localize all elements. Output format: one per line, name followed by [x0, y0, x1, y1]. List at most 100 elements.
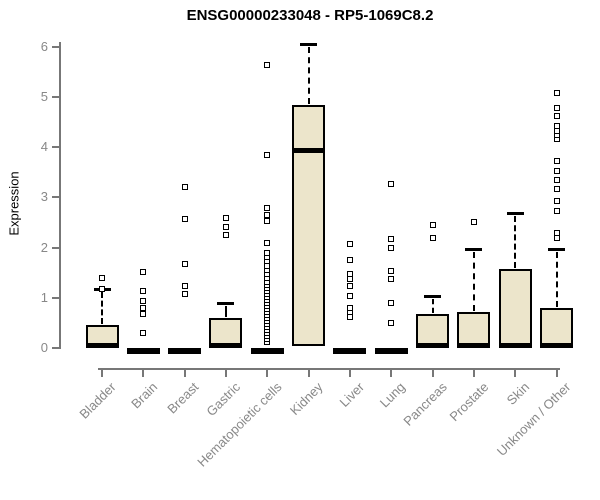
y-axis-tick: [52, 347, 60, 349]
outlier-point: [388, 180, 395, 187]
outlier-point: [553, 208, 560, 215]
outlier-point: [429, 222, 436, 229]
median-line: [498, 343, 532, 349]
x-axis-tick: [472, 368, 475, 377]
x-axis-tick: [390, 368, 393, 377]
outlier-point: [553, 113, 560, 120]
y-tick-label: 2: [40, 239, 48, 255]
outlier-point: [388, 236, 395, 243]
median-line: [209, 343, 243, 349]
whisker-cap: [424, 295, 442, 299]
x-axis-tick: [514, 368, 517, 377]
outlier-point: [181, 216, 188, 223]
whisker-line: [555, 252, 558, 307]
y-tick-label: 4: [40, 139, 48, 155]
outlier-point: [388, 244, 395, 251]
y-tick-label: 5: [40, 89, 48, 105]
outlier-point: [346, 292, 353, 299]
whisker-cap: [548, 248, 566, 252]
box-rect: [292, 104, 326, 346]
x-axis-tick: [431, 368, 434, 377]
outlier-point: [553, 157, 560, 164]
outlier-point: [181, 290, 188, 297]
whisker-cap: [465, 248, 483, 252]
x-axis-tick: [101, 368, 103, 377]
outlier-point: [264, 151, 271, 158]
whisker-cap: [506, 211, 524, 215]
y-axis-tick: [52, 45, 60, 48]
x-tick-label: Breast: [164, 379, 202, 417]
outlier-point: [470, 218, 477, 225]
outlier-point: [553, 198, 560, 204]
x-axis-tick: [224, 368, 227, 377]
x-axis-tick: [142, 368, 145, 377]
outlier-point: [140, 304, 147, 311]
whisker-line: [472, 252, 475, 311]
outlier-point: [99, 286, 105, 293]
y-tick-label: 6: [40, 38, 48, 54]
outlier-point: [264, 218, 271, 225]
x-tick-label: Brain: [128, 379, 161, 412]
outlier-point: [346, 257, 353, 264]
outlier-point: [264, 205, 271, 212]
x-tick-label: Bladder: [76, 379, 119, 422]
whisker-line: [224, 305, 227, 317]
x-tick-label: Lung: [377, 379, 409, 411]
outlier-point: [346, 282, 353, 289]
outlier-point: [553, 105, 560, 112]
outlier-point: [264, 249, 271, 256]
y-axis-tick: [52, 146, 60, 149]
x-tick-label: Prostate: [446, 379, 491, 425]
y-axis-tick: [52, 246, 60, 249]
whisker-line: [431, 299, 434, 313]
outlier-point: [140, 298, 147, 305]
x-axis-tick: [183, 368, 186, 377]
outlier-point: [140, 310, 147, 317]
outlier-point: [222, 223, 229, 230]
y-axis-line: [59, 42, 61, 349]
outlier-point: [429, 234, 436, 241]
whisker-cap: [300, 42, 318, 46]
box-rect: [540, 307, 574, 348]
collapsed-box-bar: [126, 347, 160, 354]
whisker-line: [101, 292, 103, 325]
chart-title: ENSG00000233048 - RP5-1069C8.2: [186, 7, 434, 24]
box-rect: [457, 311, 491, 348]
box-rect: [498, 269, 532, 348]
outlier-point: [264, 240, 271, 247]
outlier-point: [388, 319, 395, 326]
median-line: [85, 343, 119, 349]
outlier-point: [181, 261, 188, 268]
x-tick-label: Gastric: [203, 379, 243, 420]
collapsed-box-bar: [168, 347, 202, 354]
outlier-point: [140, 329, 147, 336]
outlier-point: [553, 167, 560, 174]
whisker-cap: [217, 301, 235, 305]
x-tick-label: Unknown / Other: [493, 379, 574, 459]
outlier-point: [99, 274, 105, 281]
median-line: [457, 343, 491, 349]
outlier-point: [222, 214, 229, 221]
outlier-point: [346, 304, 353, 311]
median-line: [292, 147, 326, 153]
x-axis-line: [98, 368, 560, 370]
outlier-point: [388, 276, 395, 283]
outlier-point: [346, 271, 353, 278]
outlier-point: [140, 268, 147, 275]
x-tick-label: Pancreas: [400, 379, 450, 429]
outlier-point: [553, 185, 560, 192]
outlier-point: [140, 287, 147, 294]
x-tick-label: Kidney: [286, 379, 326, 419]
x-axis-tick: [555, 368, 558, 377]
outlier-point: [264, 212, 271, 219]
outlier-point: [553, 176, 560, 183]
median-line: [416, 343, 450, 349]
x-axis-tick: [307, 368, 310, 377]
collapsed-box-bar: [374, 347, 408, 354]
outlier-point: [222, 232, 229, 239]
outlier-point: [388, 299, 395, 306]
median-line: [540, 343, 574, 349]
outlier-point: [553, 230, 560, 237]
